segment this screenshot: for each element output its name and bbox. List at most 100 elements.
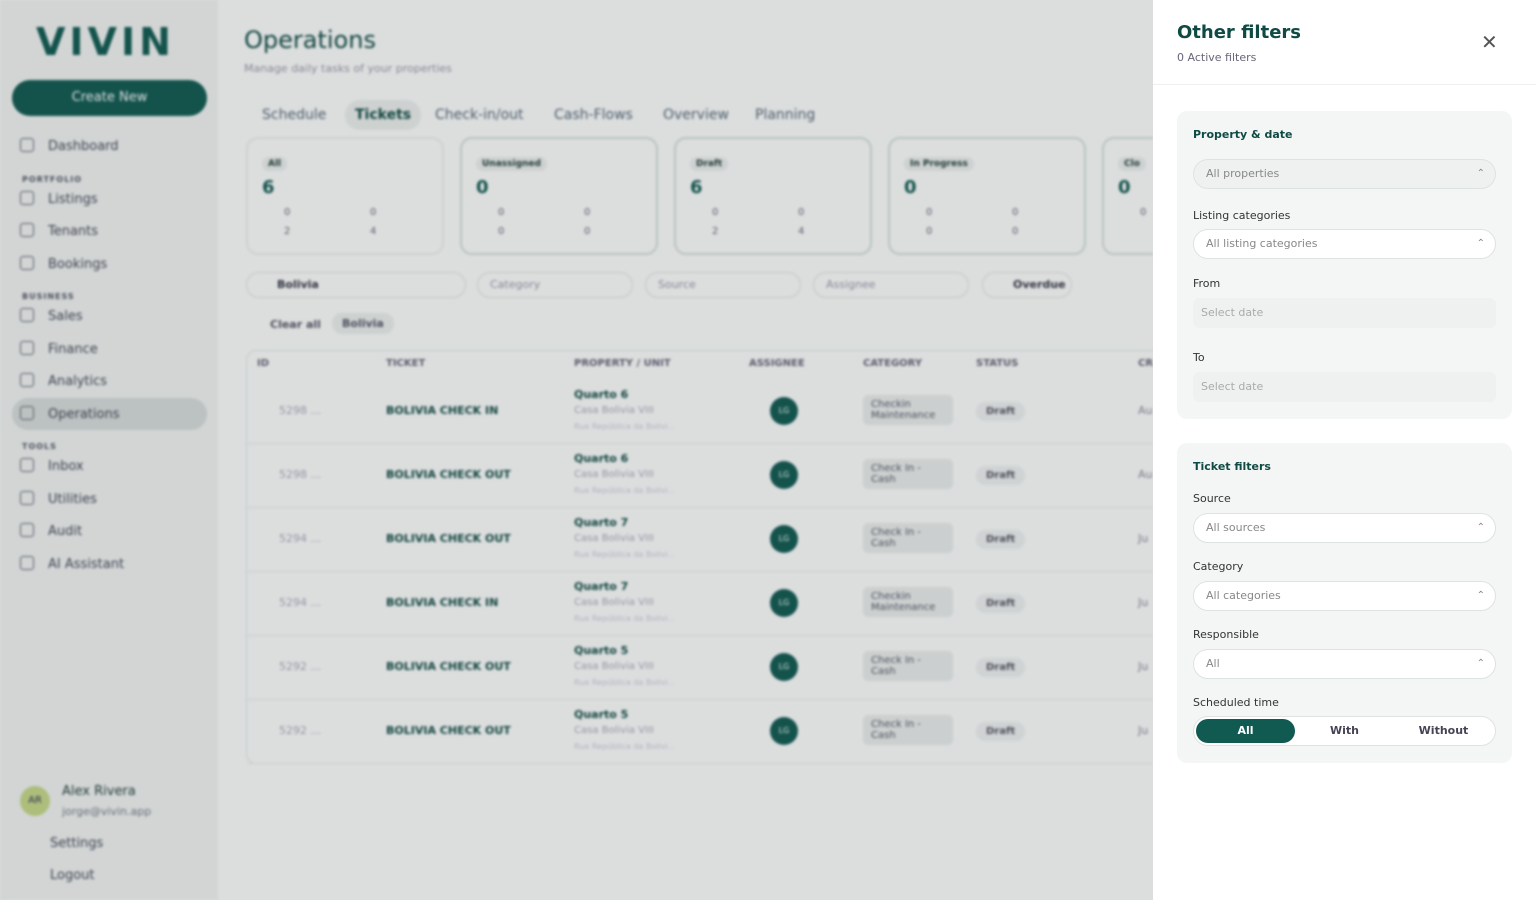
address: Rua República da Bolivi... xyxy=(574,742,676,751)
tab[interactable]: Cash-Flows xyxy=(554,107,633,123)
ticket-id: 5298 ... xyxy=(279,468,321,481)
category-select[interactable]: All categories xyxy=(1193,581,1496,611)
logout-link[interactable]: Logout xyxy=(50,868,95,883)
row-divider xyxy=(247,635,1153,636)
nav-item[interactable]: Dashboard xyxy=(20,138,119,154)
tab[interactable]: Schedule xyxy=(262,107,327,123)
nav-label: Inbox xyxy=(48,459,84,474)
filter-chip[interactable]: Bolivia xyxy=(332,313,394,334)
tab[interactable]: Planning xyxy=(755,107,816,123)
status-card[interactable]: Unassigned 0 0 0 0 0 xyxy=(460,137,658,255)
nav-item[interactable]: Bookings xyxy=(20,255,107,272)
card-count: 0 xyxy=(926,207,933,218)
status-card[interactable]: Draft 6 0 0 2 4 xyxy=(674,137,872,255)
category: Checkin Maintenance xyxy=(863,587,953,617)
tab[interactable]: Tickets xyxy=(345,100,422,130)
property-section: Property & date All properties Listing cat… xyxy=(1177,111,1512,419)
nav-label: Sales xyxy=(48,309,83,324)
column-header: CR xyxy=(1138,358,1153,369)
nav-item[interactable]: Listings xyxy=(20,190,98,207)
ticket-name[interactable]: BOLIVIA CHECK IN xyxy=(386,596,499,609)
status-card[interactable]: In Progress 0 0 0 0 0 xyxy=(888,137,1086,255)
filter-search[interactable]: Bolivia xyxy=(246,272,466,298)
nav-item[interactable]: Analytics xyxy=(20,373,107,389)
status: Draft xyxy=(976,530,1026,549)
toggle-option[interactable]: With xyxy=(1330,724,1359,737)
filter-category[interactable]: Category xyxy=(477,272,633,298)
nav-item[interactable]: AI Assistant xyxy=(20,555,124,572)
nav-item[interactable]: Finance xyxy=(20,340,98,357)
field-label: Listing categories xyxy=(1193,209,1291,222)
card-count: 0 xyxy=(284,207,291,218)
status: Draft xyxy=(976,722,1026,741)
nav-icon xyxy=(20,223,34,237)
status: Draft xyxy=(976,466,1026,485)
card-count: 0 xyxy=(1012,226,1019,237)
create-button[interactable]: Create New xyxy=(12,80,207,116)
panel-subtitle: 0 Active filters xyxy=(1177,51,1257,64)
nav-label: Tenants xyxy=(48,224,99,239)
card-count: 4 xyxy=(370,226,377,237)
ticket-name[interactable]: BOLIVIA CHECK OUT xyxy=(386,660,511,673)
field-label: Responsible xyxy=(1193,628,1259,641)
toggle-option[interactable]: All xyxy=(1196,719,1295,743)
assignee: LG xyxy=(770,461,798,489)
responsible-select[interactable]: All xyxy=(1193,649,1496,679)
nav-label: Finance xyxy=(48,341,98,357)
tab[interactable]: Overview xyxy=(663,107,729,123)
nav-label: Operations xyxy=(48,406,120,422)
tab[interactable]: Check-in/out xyxy=(435,107,524,123)
property: Casa Bolivia VIII xyxy=(574,661,654,672)
close-button[interactable]: ✕ xyxy=(1481,30,1498,54)
nav-item[interactable]: Audit xyxy=(20,523,82,539)
column-header: ID xyxy=(257,358,270,369)
created: Ju xyxy=(1138,596,1149,609)
ticket-name[interactable]: BOLIVIA CHECK IN xyxy=(386,404,499,417)
card-label: All xyxy=(262,157,288,171)
nav-item[interactable]: Utilities xyxy=(20,490,97,507)
card-count: 0 xyxy=(926,226,933,237)
ticket-name[interactable]: BOLIVIA CHECK OUT xyxy=(386,532,511,545)
settings-link[interactable]: Settings xyxy=(50,836,104,851)
nav-label: Analytics xyxy=(48,374,108,389)
ticket-name[interactable]: BOLIVIA CHECK OUT xyxy=(386,724,511,737)
card-count: 2 xyxy=(712,226,719,237)
address: Rua República da Bolivi... xyxy=(574,550,676,559)
ticket-name[interactable]: BOLIVIA CHECK OUT xyxy=(386,468,511,481)
clear-all[interactable]: Clear all xyxy=(270,318,321,331)
source-select[interactable]: All sources xyxy=(1193,513,1496,543)
assignee: LG xyxy=(770,653,798,681)
ticket-id: 5292 ... xyxy=(279,660,321,673)
card-value: 6 xyxy=(262,177,275,198)
property: Casa Bolivia VIII xyxy=(574,597,654,608)
listing-select[interactable]: All listing categories xyxy=(1193,229,1496,259)
to-date[interactable]: Select date xyxy=(1193,372,1496,402)
filter-overdue[interactable]: Overdue xyxy=(982,272,1072,298)
nav-item[interactable]: Tenants xyxy=(20,223,98,239)
nav-icon xyxy=(20,458,34,472)
field-label: Scheduled time xyxy=(1193,696,1279,709)
property: Casa Bolivia VIII xyxy=(574,469,654,480)
toggle-option[interactable]: Without xyxy=(1418,724,1469,737)
field-label: Source xyxy=(1193,492,1231,505)
card-count: 2 xyxy=(284,226,291,237)
address: Rua República da Bolivi... xyxy=(574,486,676,495)
nav-item[interactable]: Operations xyxy=(20,405,120,422)
nav-item[interactable]: Inbox xyxy=(20,458,84,474)
row-divider xyxy=(247,571,1153,572)
overlay[interactable] xyxy=(0,0,1153,900)
card-label: Clo xyxy=(1118,157,1146,171)
unit: Quarto 6 xyxy=(574,452,629,465)
row-divider xyxy=(247,699,1153,700)
filter-source[interactable]: Source xyxy=(645,272,801,298)
nav-item[interactable]: Sales xyxy=(20,308,83,324)
properties-select[interactable]: All properties xyxy=(1193,159,1496,189)
status: Draft xyxy=(976,658,1026,677)
status-card[interactable]: All 6 0 0 2 4 xyxy=(246,137,444,255)
nav-label: Utilities xyxy=(48,491,97,507)
from-date[interactable]: Select date xyxy=(1193,298,1496,328)
filter-assignee[interactable]: Assignee xyxy=(813,272,969,298)
status-card[interactable]: Clo000 xyxy=(1102,137,1153,255)
ticket-id: 5292 ... xyxy=(279,724,321,737)
